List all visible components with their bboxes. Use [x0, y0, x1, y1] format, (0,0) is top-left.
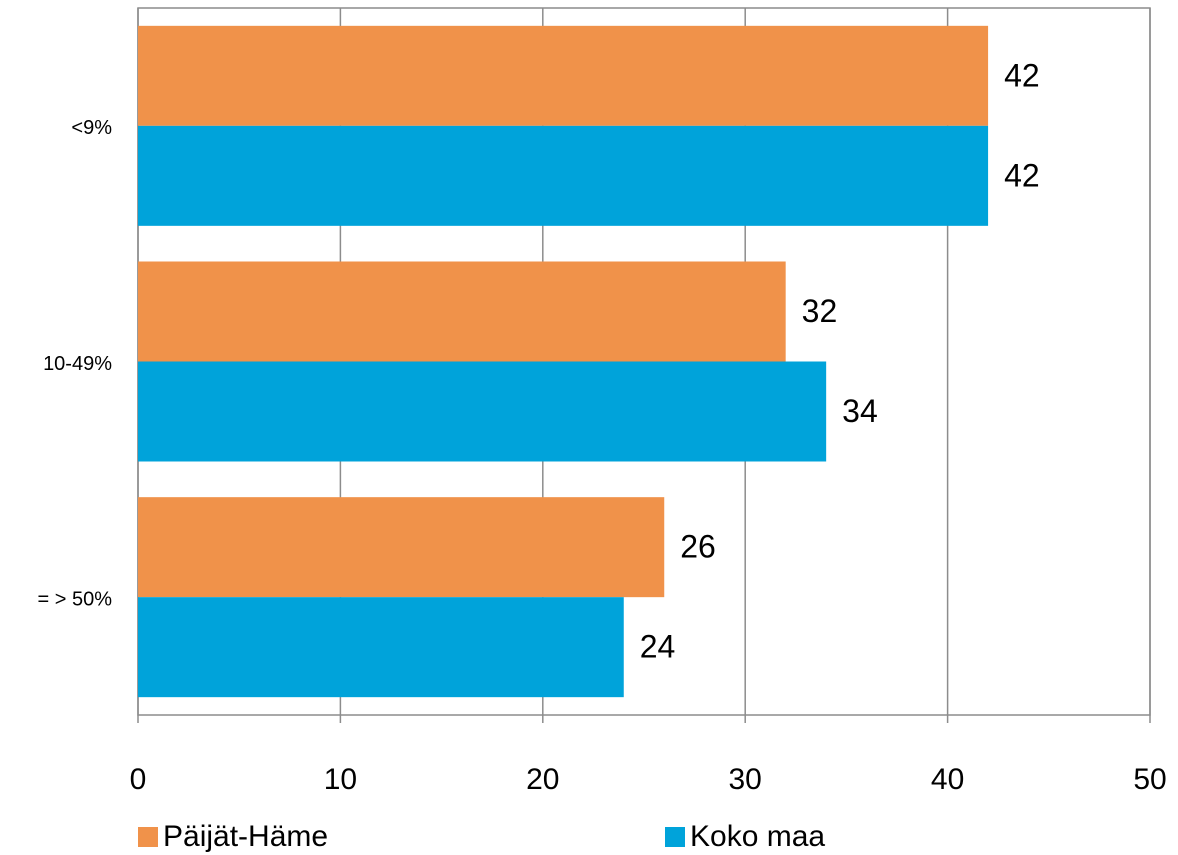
data-label: 26	[680, 529, 716, 565]
bar	[138, 261, 786, 362]
y-tick-label: = > 50%	[37, 588, 112, 610]
x-tick-label: 0	[130, 763, 147, 796]
x-tick-label: 40	[931, 763, 964, 796]
x-tick-label: 20	[526, 763, 559, 796]
data-label: 42	[1004, 157, 1040, 193]
legend-label: Koko maa	[690, 820, 825, 853]
bar	[138, 361, 827, 462]
legend-label: Päijät-Häme	[163, 820, 328, 853]
data-label: 24	[640, 629, 676, 665]
x-tick-label: 10	[324, 763, 357, 796]
legend-swatch	[665, 827, 685, 847]
legend-swatch	[138, 827, 158, 847]
data-label: 42	[1004, 57, 1040, 93]
bar	[138, 597, 624, 698]
y-tick-label: 10-49%	[43, 353, 112, 375]
bar	[138, 497, 665, 598]
data-label: 32	[802, 293, 838, 329]
x-tick-label: 50	[1133, 763, 1166, 796]
bar	[138, 125, 989, 226]
bar	[138, 25, 989, 126]
data-label: 34	[842, 393, 878, 429]
x-tick-label: 30	[729, 763, 762, 796]
y-tick-label: <9%	[71, 117, 112, 139]
